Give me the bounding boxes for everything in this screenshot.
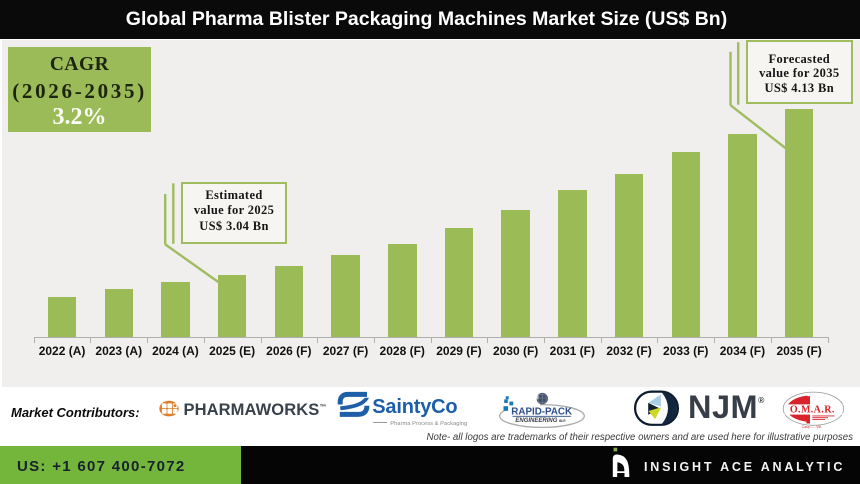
svg-text:RAPID-PACK: RAPID-PACK: [511, 407, 572, 418]
svg-text:Casp.......VIII.: Casp.......VIII.: [802, 425, 823, 429]
svg-text:O.M.A.R.: O.M.A.R.: [790, 405, 835, 416]
svg-text:ENGINEERING BLR: ENGINEERING BLR: [515, 418, 566, 424]
